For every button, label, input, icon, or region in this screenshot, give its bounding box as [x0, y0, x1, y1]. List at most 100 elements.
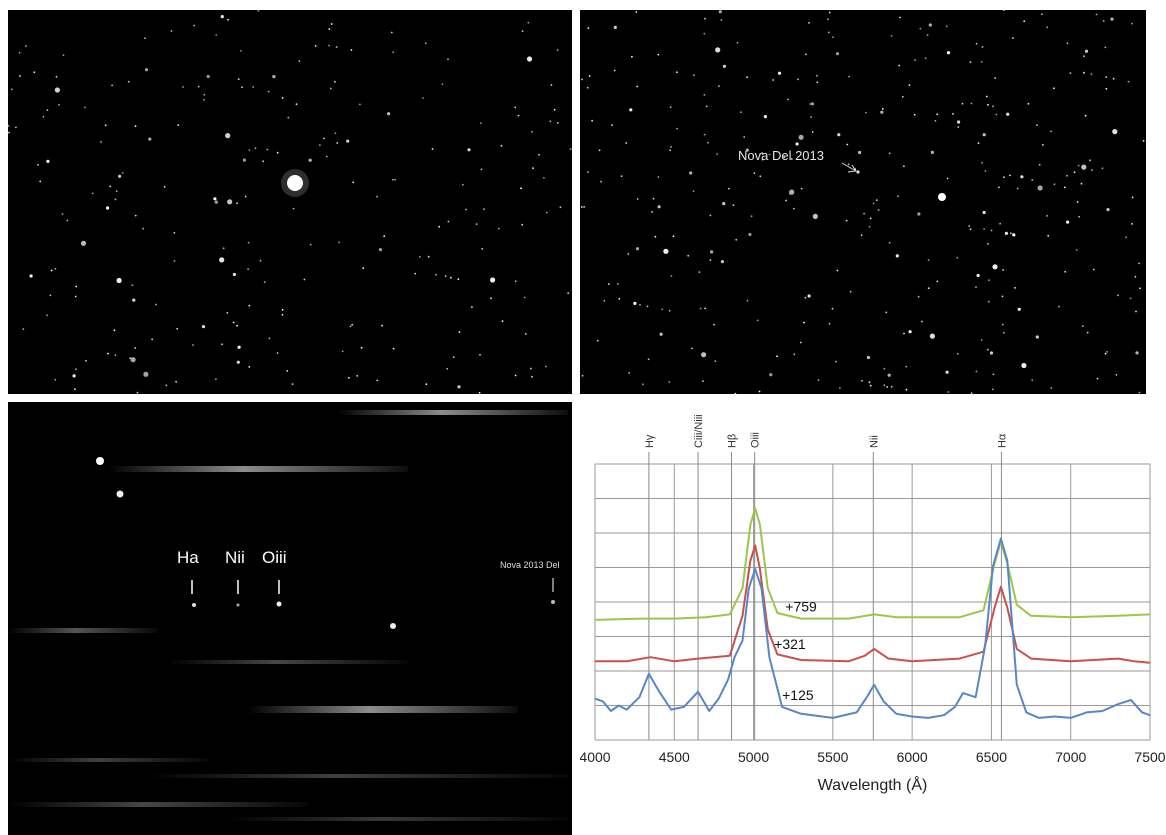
star-point	[444, 275, 447, 278]
star-point	[177, 124, 180, 127]
star-point	[1066, 174, 1068, 177]
star-point	[1076, 201, 1079, 203]
star-point	[1014, 287, 1016, 289]
star-point	[917, 295, 920, 298]
star-point	[805, 53, 807, 56]
star-point	[248, 149, 251, 151]
star-point	[720, 19, 723, 21]
star-point	[837, 133, 841, 137]
star-point	[881, 108, 884, 110]
star-point	[1134, 275, 1137, 278]
star-point	[618, 297, 621, 300]
star-point	[236, 202, 239, 205]
star-point	[903, 165, 905, 168]
star-point	[581, 78, 583, 81]
star-point	[61, 213, 64, 215]
star-point	[520, 187, 522, 190]
star-point	[1102, 20, 1105, 22]
star-point	[74, 388, 76, 391]
star-field-photo-left	[8, 10, 572, 394]
star-point	[705, 105, 708, 108]
star-point	[969, 61, 972, 63]
star-point	[957, 120, 961, 124]
star-point	[598, 149, 601, 152]
star-point	[521, 223, 524, 226]
star-point	[1142, 140, 1145, 142]
star-point	[858, 150, 862, 155]
star-point	[458, 331, 461, 333]
star-point	[176, 327, 179, 330]
star-point	[1083, 55, 1085, 58]
star-point	[704, 17, 706, 20]
star-point	[580, 206, 583, 208]
star-point	[1101, 167, 1104, 170]
star-point	[239, 50, 242, 52]
star-point	[1073, 171, 1076, 174]
star-point	[553, 108, 556, 111]
star-point	[924, 57, 927, 60]
star-point	[1053, 87, 1055, 90]
star-point	[308, 158, 312, 162]
star-point	[338, 241, 340, 244]
star-point	[193, 24, 196, 27]
star-point	[151, 338, 154, 341]
star-point	[84, 106, 86, 109]
star-point	[654, 235, 657, 238]
star-point	[636, 198, 639, 200]
x-tick-label: 4500	[659, 749, 690, 765]
star-point	[982, 210, 986, 215]
star-point	[709, 259, 712, 262]
star-point	[740, 111, 742, 114]
star-point	[221, 343, 223, 346]
star-point	[248, 366, 251, 368]
star-point	[281, 97, 284, 99]
star-point	[848, 75, 850, 78]
star-point	[793, 353, 796, 356]
star-point	[769, 373, 773, 377]
star-point	[213, 197, 217, 201]
star-point	[956, 256, 959, 259]
star-point	[475, 223, 478, 226]
star-point	[1023, 20, 1026, 23]
star-point	[214, 200, 218, 204]
star-point	[287, 116, 290, 119]
star-point	[777, 71, 782, 75]
star-point	[526, 56, 533, 62]
star-point	[22, 328, 25, 330]
star-point	[897, 195, 899, 198]
star-point	[450, 276, 452, 279]
star-point	[989, 351, 994, 355]
star-point	[847, 163, 850, 166]
star-point	[215, 378, 217, 381]
slit-spectrum-canvas	[8, 410, 568, 821]
star-point	[883, 367, 886, 370]
star-point	[467, 148, 471, 152]
star-point	[1104, 46, 1107, 49]
star-point	[797, 78, 799, 81]
spectral-line-label: Oiii	[750, 432, 762, 448]
star-point	[866, 355, 870, 360]
star-point	[335, 46, 338, 48]
star-point	[746, 299, 749, 302]
star-point	[969, 228, 972, 231]
star-point	[276, 352, 279, 354]
star-point	[514, 280, 517, 283]
star-point	[19, 75, 21, 77]
star-point	[106, 206, 110, 210]
star-point	[390, 623, 396, 629]
star-point	[50, 269, 53, 272]
star-point	[987, 348, 989, 351]
star-point	[716, 153, 718, 156]
star-point	[1110, 17, 1114, 21]
star-point	[1003, 176, 1005, 179]
star-point	[143, 371, 149, 377]
star-point	[672, 235, 675, 238]
star-point	[763, 115, 767, 119]
star-point	[545, 211, 548, 214]
star-point	[828, 11, 831, 14]
star-point	[236, 360, 240, 364]
star-point	[85, 359, 87, 362]
star-point	[100, 141, 102, 143]
star-point	[753, 172, 756, 175]
star-point	[462, 183, 464, 186]
